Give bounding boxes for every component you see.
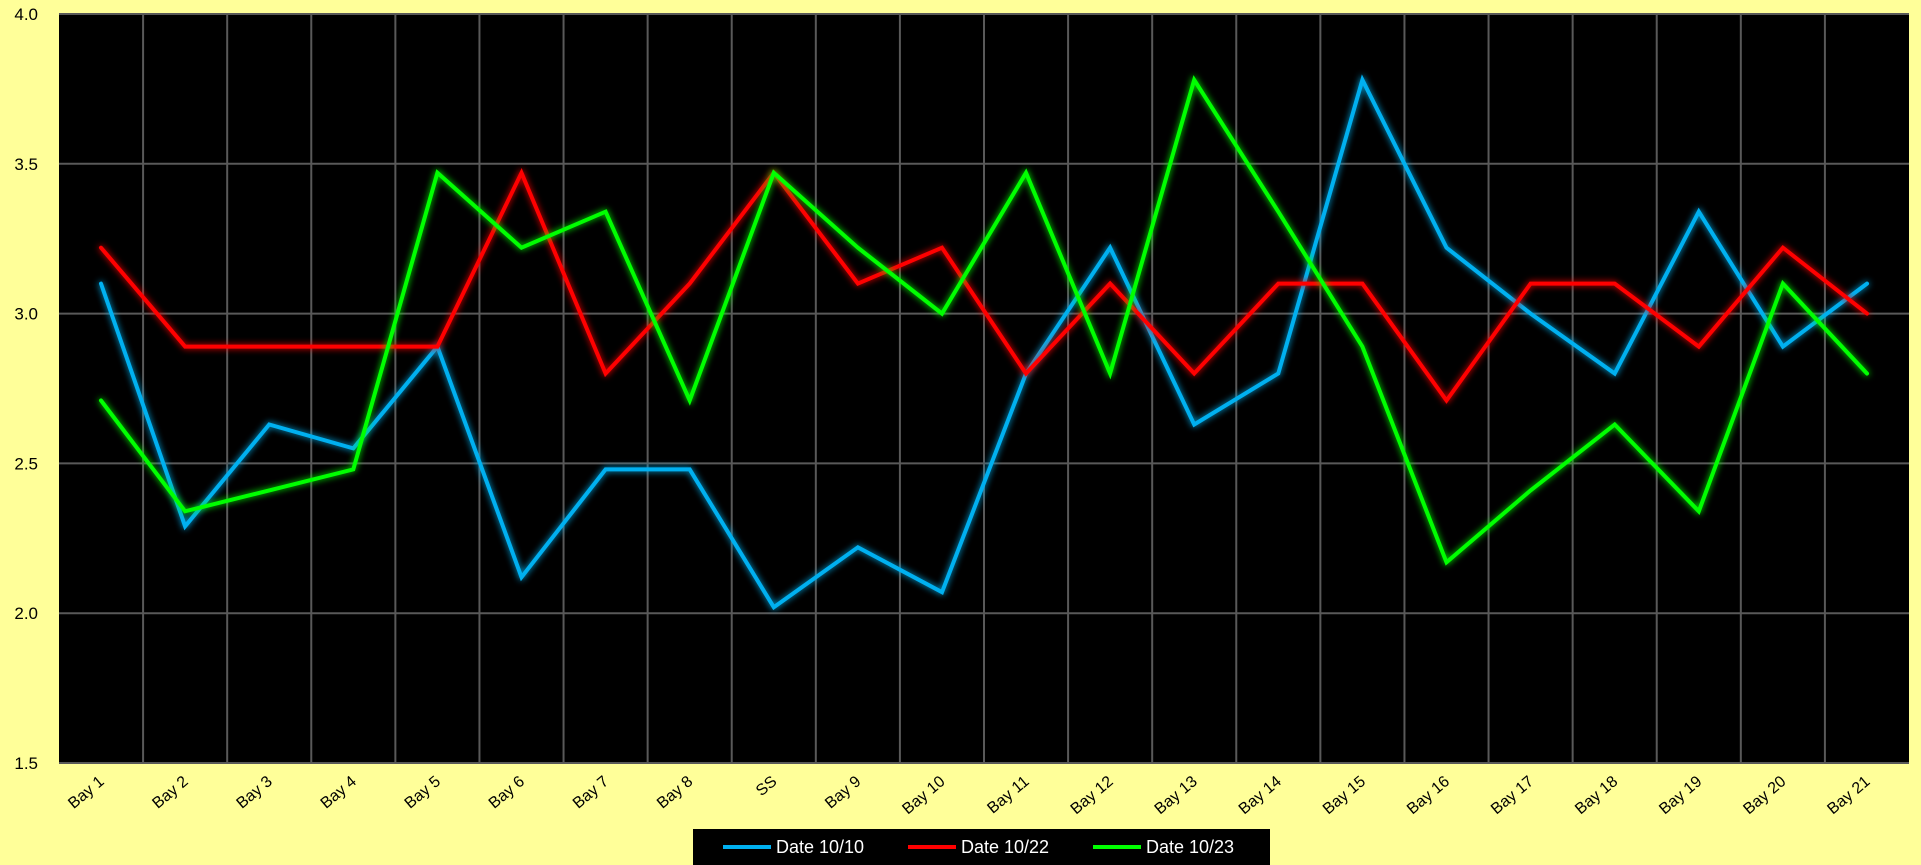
y-tick-label: 3.5 xyxy=(14,155,38,174)
y-axis-tick-labels: 1.5 2.0 2.5 3.0 3.5 4.0 xyxy=(14,5,38,773)
y-tick-label: 3.0 xyxy=(14,305,38,324)
series-line xyxy=(99,167,1869,404)
x-category-label: Bay 15 xyxy=(1320,773,1369,818)
x-category-label: Bay 21 xyxy=(1824,773,1873,818)
legend-entry: Date 10/23 xyxy=(1093,837,1234,857)
legend-label: Date 10/22 xyxy=(961,837,1049,857)
x-category-label: Bay 20 xyxy=(1740,773,1789,818)
x-category-label: Bay 7 xyxy=(570,773,612,812)
series-line xyxy=(99,74,1869,611)
series-date-10-23 xyxy=(99,75,1869,566)
x-category-label: Bay 1 xyxy=(65,773,107,812)
legend-entry: Date 10/10 xyxy=(723,837,864,857)
x-category-label: Bay 17 xyxy=(1488,773,1537,818)
x-category-label: Bay 6 xyxy=(486,773,528,812)
legend-label: Date 10/10 xyxy=(776,837,864,857)
y-tick-label: 1.5 xyxy=(14,754,38,773)
x-category-label: Bay 4 xyxy=(318,773,360,812)
x-category-label: Bay 9 xyxy=(822,773,864,812)
legend-label: Date 10/23 xyxy=(1146,837,1234,857)
series-lines xyxy=(99,74,1869,611)
x-category-label: Bay 14 xyxy=(1236,773,1285,818)
x-category-label: Bay 10 xyxy=(899,773,948,818)
x-category-label: Bay 12 xyxy=(1068,773,1117,818)
x-axis-tick-labels: Bay 1 Bay 2 Bay 3 Bay 4 Bay 5 Bay 6 Bay 7 Bay 8… xyxy=(65,773,1873,818)
gridlines xyxy=(59,13,1909,764)
x-category-label: Bay 5 xyxy=(402,773,444,812)
series-line xyxy=(99,75,1869,566)
x-category-label: Bay 8 xyxy=(654,773,696,812)
x-category-label: Bay 16 xyxy=(1404,773,1453,818)
y-tick-label: 4.0 xyxy=(14,5,38,24)
legend-box xyxy=(693,829,1270,865)
x-category-label: SS xyxy=(753,773,780,800)
x-category-label: Bay 13 xyxy=(1152,773,1201,818)
x-category-label: Bay 3 xyxy=(234,773,276,812)
legend-entry: Date 10/22 xyxy=(908,837,1049,857)
x-category-label: Bay 2 xyxy=(149,773,191,812)
x-category-label: Bay 11 xyxy=(984,773,1032,817)
y-tick-label: 2.5 xyxy=(14,454,38,473)
y-tick-label: 2.0 xyxy=(14,604,38,623)
x-category-label: Bay 18 xyxy=(1572,773,1621,818)
legend: Date 10/10 Date 10/22 Date 10/23 xyxy=(693,829,1270,865)
x-category-label: Bay 19 xyxy=(1656,773,1705,818)
